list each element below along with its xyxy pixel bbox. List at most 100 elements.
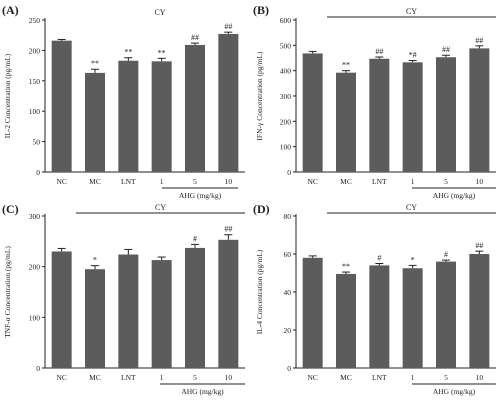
category-label: MC <box>340 373 352 382</box>
significance-label: # <box>377 254 381 263</box>
significance-label: ## <box>475 36 483 45</box>
bar <box>118 60 139 172</box>
y-tick-label: 0 <box>36 364 40 373</box>
bar <box>436 57 456 172</box>
significance-label: ** <box>91 59 99 68</box>
y-tick-label: 0 <box>287 364 291 373</box>
category-label: 10 <box>476 373 484 382</box>
y-tick-label: 100 <box>280 143 292 152</box>
y-tick-label: 200 <box>29 46 41 55</box>
y-tick-label: 0 <box>36 168 40 177</box>
y-tick-label: 20 <box>284 326 292 335</box>
bar <box>369 58 390 173</box>
panel-d: (D) 0 20 40 60 80 IL-4 Concentration (pg/mL) NC… <box>253 202 496 396</box>
significance-label: * <box>411 255 415 264</box>
category-label: LNT <box>372 177 387 186</box>
category-label: NC <box>307 373 317 382</box>
bar <box>185 247 205 368</box>
bar <box>369 265 390 368</box>
category-label: 5 <box>444 177 448 186</box>
significance-label: ** <box>342 61 350 70</box>
cy-label: CY <box>406 203 417 212</box>
y-tick-label: 60 <box>284 250 292 259</box>
bar <box>151 260 172 368</box>
significance-label: ## <box>224 225 232 234</box>
y-tick-label: 80 <box>284 212 292 221</box>
category-label: NC <box>307 177 317 186</box>
category-label: MC <box>89 177 101 186</box>
bar <box>85 72 105 172</box>
bar <box>51 251 72 368</box>
significance-label: ## <box>191 33 199 42</box>
panel-a: (A) 0 50 100 150 200 250 IL-2 Concentration (pg… <box>2 3 245 200</box>
category-label: 10 <box>225 373 233 382</box>
y-tick-label: 40 <box>284 288 292 297</box>
panel-label: (B) <box>253 3 269 17</box>
cy-label: CY <box>406 7 417 16</box>
bar <box>336 273 356 368</box>
dose-label: AHG (mg/kg) <box>433 191 476 200</box>
bar <box>336 72 356 172</box>
bar <box>302 257 323 368</box>
y-tick-label: 0 <box>287 168 291 177</box>
category-label: 1 <box>160 177 164 186</box>
category-label: 5 <box>193 177 197 186</box>
category-label: LNT <box>121 177 136 186</box>
category-label: 10 <box>476 177 484 186</box>
y-axis-label: TNF-α Concentration (pg/mL) <box>3 246 12 338</box>
significance-label: ** <box>342 262 350 271</box>
y-tick-label: 50 <box>33 138 41 147</box>
category-label: 1 <box>411 177 415 186</box>
significance-label: ** <box>158 48 166 57</box>
bar <box>85 269 105 368</box>
bar <box>51 40 72 173</box>
bar <box>185 44 205 172</box>
bar <box>302 53 323 172</box>
dose-label: AHG (mg/kg) <box>181 387 224 396</box>
y-axis-label: IFN-γ Concentration (pg/mL) <box>255 51 264 141</box>
panel-label: (D) <box>253 202 270 216</box>
bar <box>402 268 423 368</box>
bar <box>436 261 456 368</box>
significance-label: ## <box>475 241 483 250</box>
category-label: 10 <box>225 177 233 186</box>
y-tick-label: 100 <box>29 107 41 116</box>
category-label: 5 <box>444 373 448 382</box>
y-tick-label: 200 <box>280 117 292 126</box>
significance-label: ## <box>442 45 450 54</box>
y-tick-label: 150 <box>29 77 41 86</box>
y-axis-label: IL-2 Concentration (pg/mL) <box>3 53 12 138</box>
panel-c: (C) 0 100 200 300 TNF-α Concentration (pg/mL)… <box>2 202 245 396</box>
bar <box>118 254 139 368</box>
y-tick-label: 300 <box>280 92 292 101</box>
significance-label: ## <box>224 22 232 31</box>
bar <box>402 62 423 172</box>
category-label: LNT <box>372 373 387 382</box>
category-label: 1 <box>160 373 164 382</box>
significance-label: # <box>193 234 197 243</box>
y-tick-label: 250 <box>29 16 41 25</box>
significance-label: *# <box>409 51 417 60</box>
dose-label: AHG (mg/kg) <box>433 387 476 396</box>
y-tick-label: 300 <box>29 212 41 221</box>
cy-label: CY <box>155 203 166 212</box>
y-tick-label: 100 <box>29 313 41 322</box>
significance-label: # <box>444 250 448 259</box>
bar <box>151 61 172 172</box>
y-tick-label: 500 <box>280 41 292 50</box>
significance-label: * <box>93 256 97 265</box>
bar <box>218 33 239 172</box>
panel-label: (C) <box>2 202 19 216</box>
bar <box>218 239 239 368</box>
bar <box>469 48 490 172</box>
category-label: NC <box>56 373 66 382</box>
category-label: LNT <box>121 373 136 382</box>
dose-label: AHG (mg/kg) <box>179 191 222 200</box>
bar <box>469 254 490 368</box>
category-label: 1 <box>411 373 415 382</box>
category-label: MC <box>340 177 352 186</box>
significance-label: ** <box>124 48 132 57</box>
panel-label: (A) <box>2 3 19 17</box>
category-label: NC <box>56 177 66 186</box>
